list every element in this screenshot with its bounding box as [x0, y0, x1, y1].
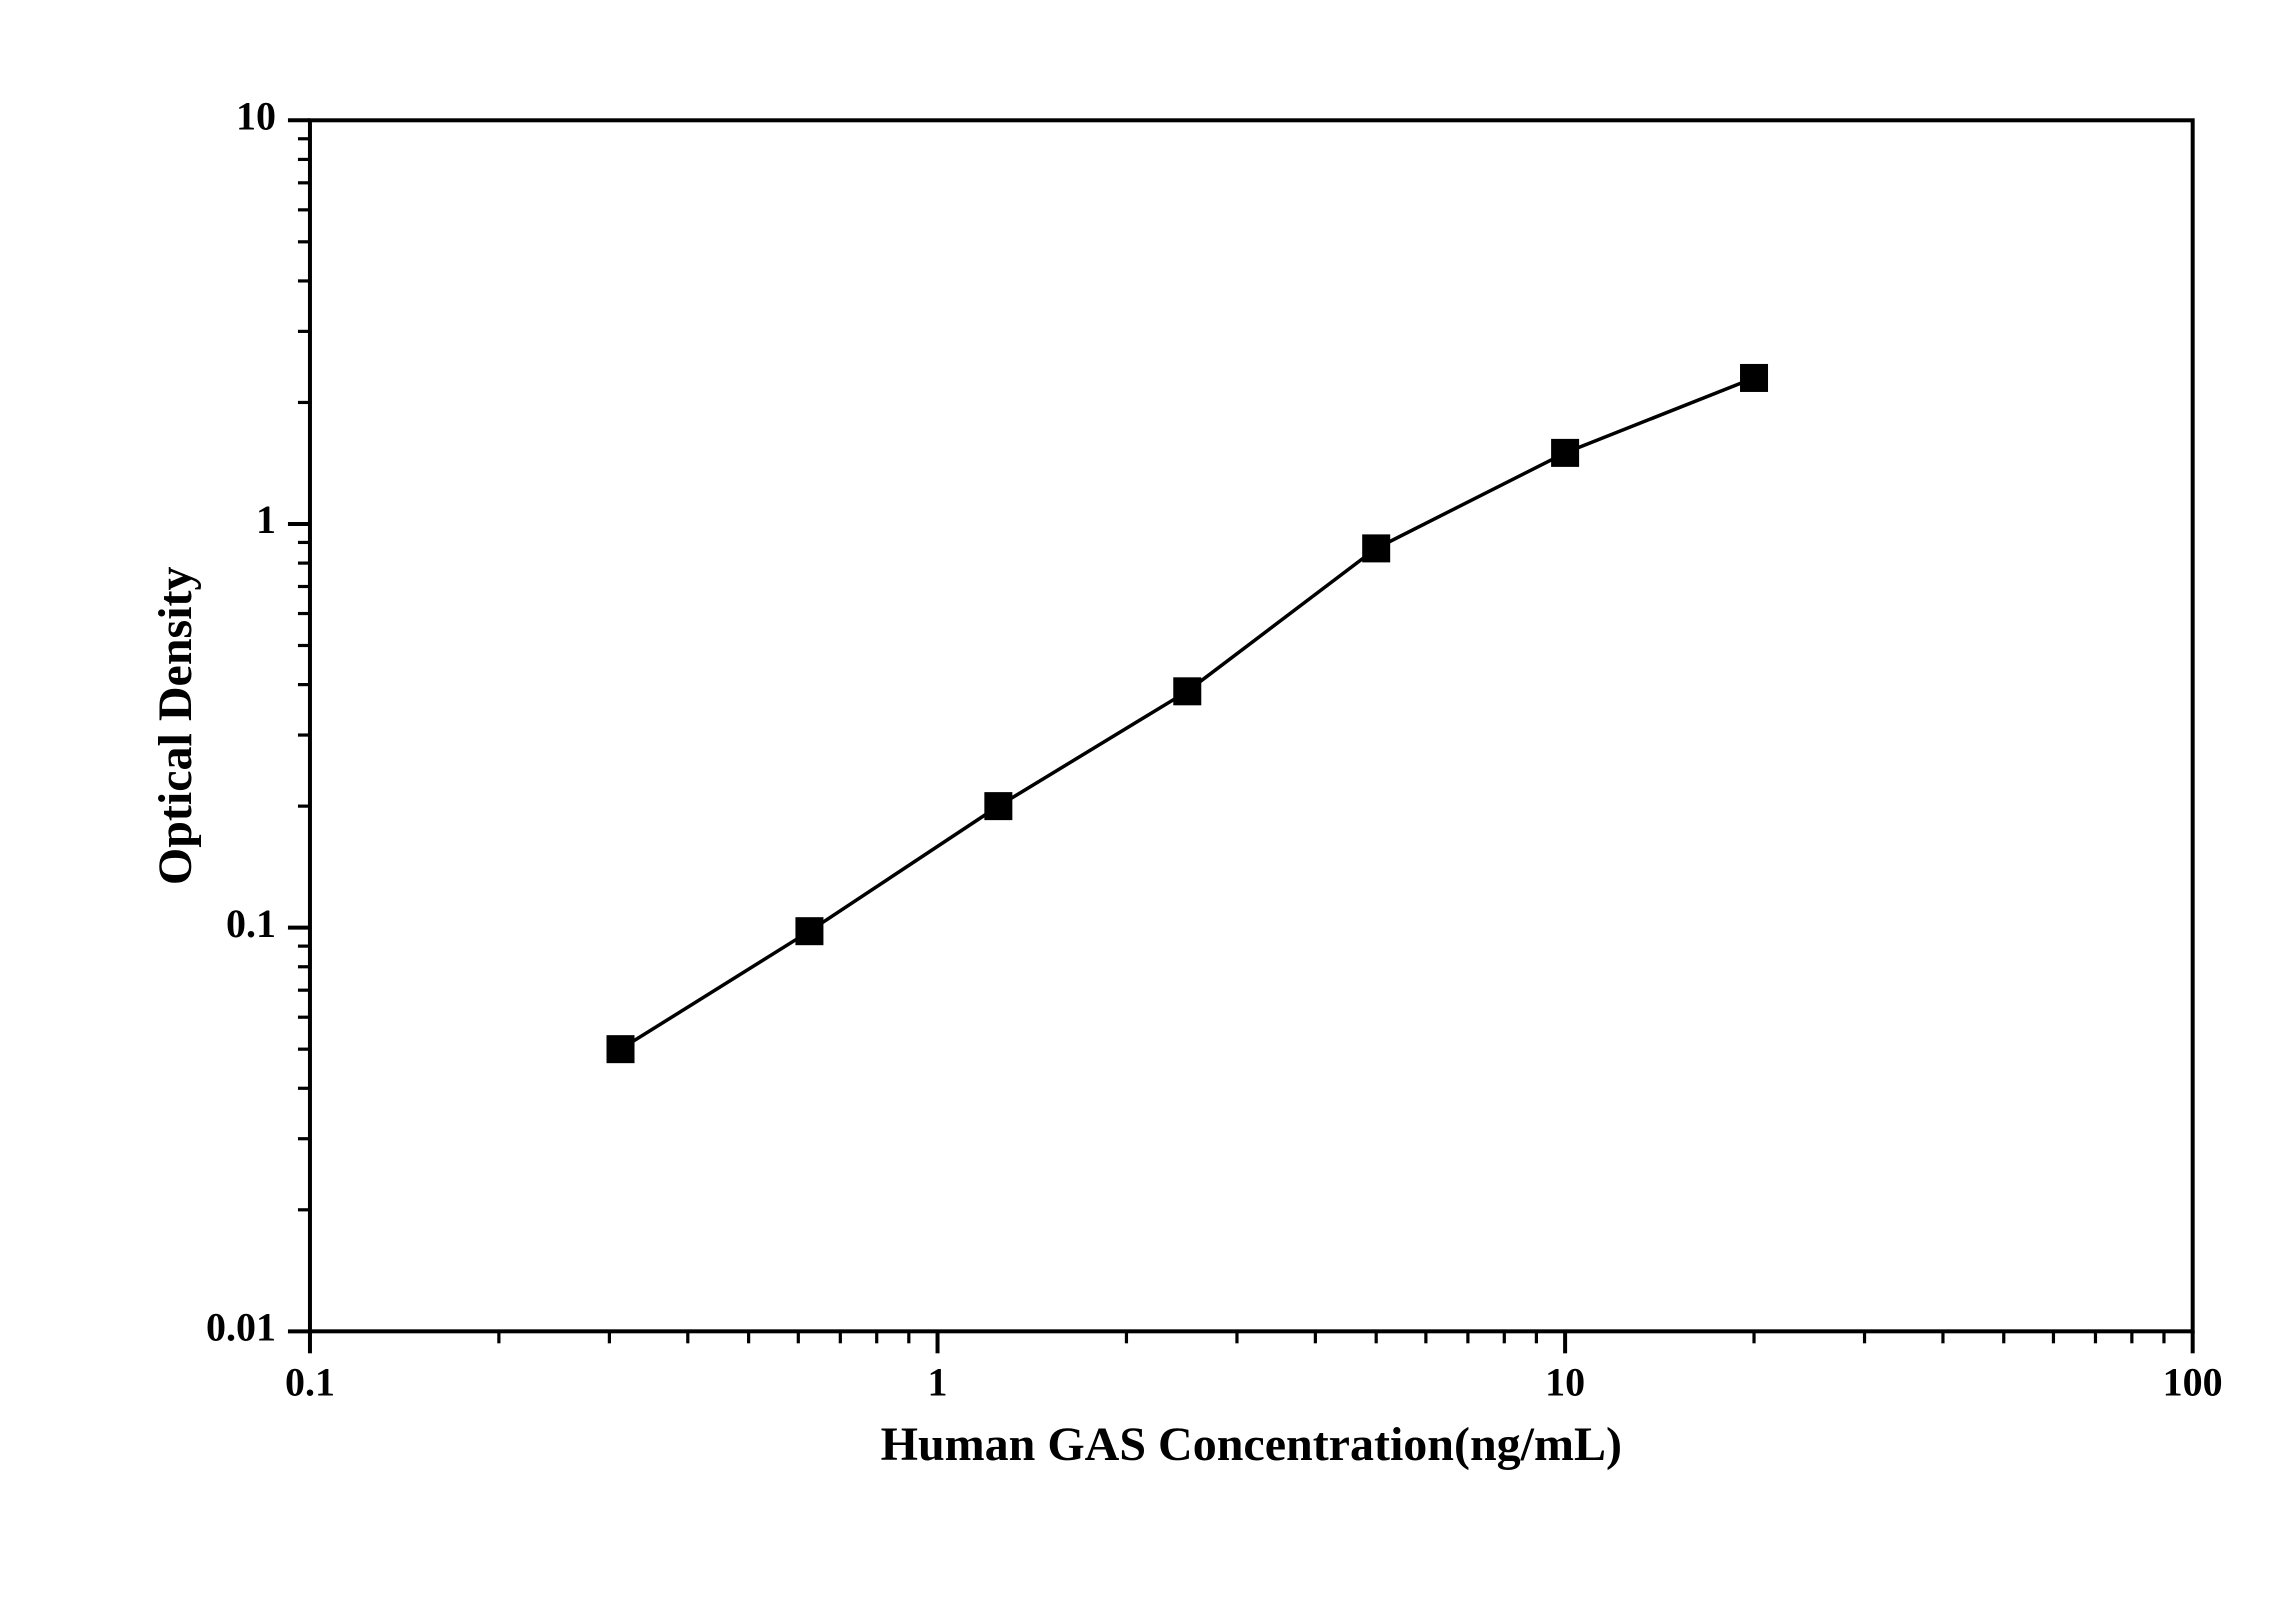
- x-tick-label: 100: [2163, 1359, 2223, 1404]
- chart-container: 0.11101000.010.1110Human GAS Concentrati…: [0, 0, 2296, 1604]
- y-tick-label: 0.1: [226, 901, 276, 946]
- chart-svg: 0.11101000.010.1110Human GAS Concentrati…: [0, 0, 2296, 1604]
- series-marker: [984, 792, 1012, 820]
- x-axis-label: Human GAS Concentration(ng/mL): [881, 1418, 1622, 1471]
- series-marker: [1362, 534, 1390, 562]
- y-tick-label: 0.01: [206, 1304, 276, 1349]
- chart-background: [0, 0, 2296, 1604]
- y-tick-label: 1: [256, 497, 276, 542]
- series-marker: [1173, 677, 1201, 705]
- series-marker: [1551, 439, 1579, 467]
- series-marker: [1740, 364, 1768, 392]
- y-axis-label: Optical Density: [149, 566, 202, 885]
- y-tick-label: 10: [236, 93, 276, 138]
- x-tick-label: 1: [928, 1359, 948, 1404]
- x-tick-label: 10: [1545, 1359, 1585, 1404]
- series-marker: [795, 917, 823, 945]
- series-marker: [607, 1035, 635, 1063]
- x-tick-label: 0.1: [285, 1359, 335, 1404]
